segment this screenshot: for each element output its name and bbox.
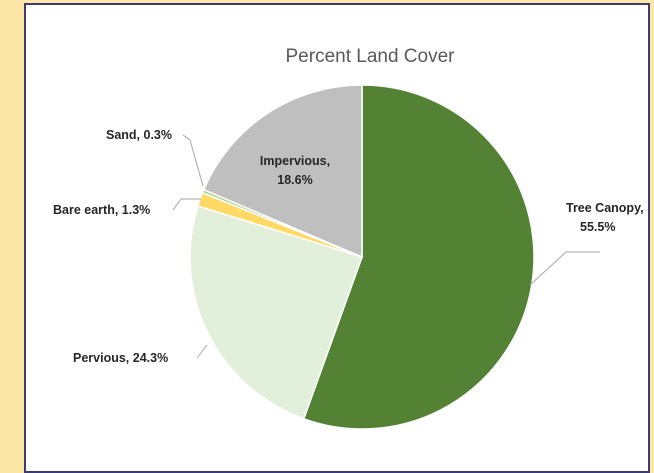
chart-title: Percent Land Cover (285, 46, 455, 67)
pie-slice-pervious (189, 204, 363, 420)
slice-label: Tree Canopy, 55.5% (566, 201, 644, 234)
leader-line (182, 134, 204, 187)
slice-label: Impervious, 18.6% (260, 154, 330, 187)
slice-label: Bare earth, 1.3% (53, 203, 150, 217)
pie-slice-tree-canopy (302, 84, 535, 430)
leader-line (172, 198, 201, 211)
slice-label: Sand, 0.3% (106, 128, 172, 142)
leader-line (196, 344, 208, 359)
slice-label: Pervious, 24.3% (73, 351, 168, 365)
pie-slice-impervious (202, 84, 363, 259)
leader-line (529, 251, 600, 286)
